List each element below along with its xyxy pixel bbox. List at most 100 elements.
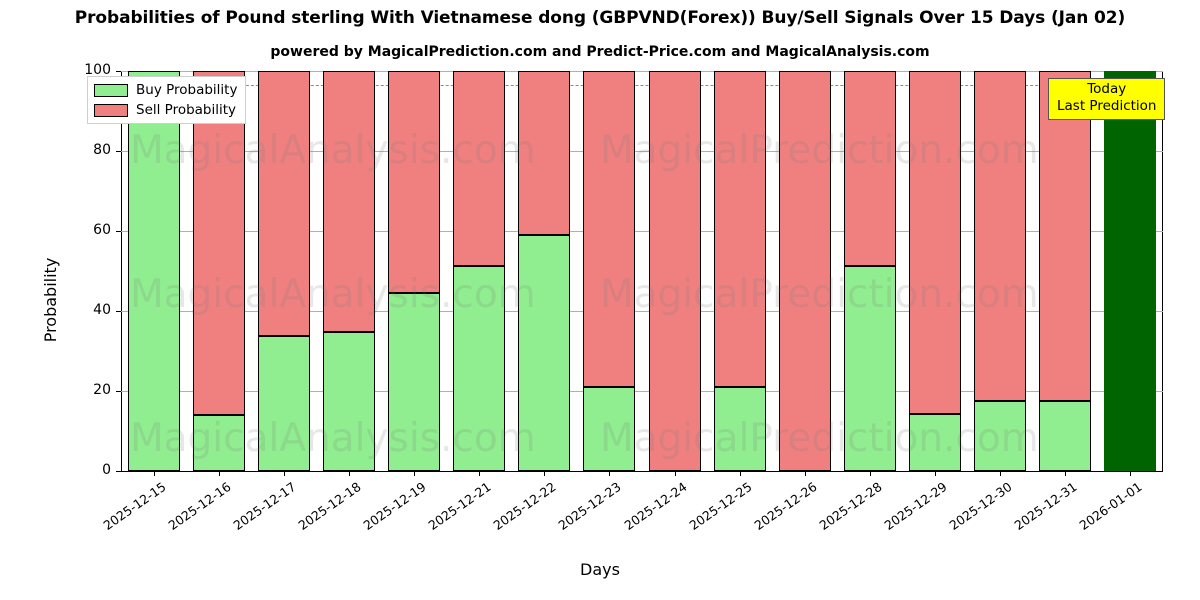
bar-segment-sell[interactable] xyxy=(909,71,962,414)
bar-2025-12-30[interactable] xyxy=(974,71,1027,471)
x-tick-label: 2025-12-31 xyxy=(1011,479,1080,533)
y-gridline xyxy=(121,231,1163,232)
bar-segment-sell[interactable] xyxy=(713,71,766,387)
bar-2025-12-23[interactable] xyxy=(583,71,636,471)
x-tick-label: 2025-12-24 xyxy=(621,479,690,533)
x-tick-mark xyxy=(479,471,480,476)
bar-2025-12-21[interactable] xyxy=(453,71,506,471)
bar-2025-12-22[interactable] xyxy=(518,71,571,471)
bar-segment-sell[interactable] xyxy=(974,71,1027,402)
y-tick-label: 80 xyxy=(93,142,111,158)
y-tick-label: 40 xyxy=(93,302,111,318)
y-gridline xyxy=(121,391,1163,392)
bar-segment-sell[interactable] xyxy=(388,71,441,293)
bar-segment-sell[interactable] xyxy=(1039,71,1092,402)
x-tick-mark xyxy=(935,471,936,476)
x-tick-mark xyxy=(349,471,350,476)
y-gridline xyxy=(121,151,1163,152)
x-tick-mark xyxy=(805,471,806,476)
bar-segment-buy[interactable] xyxy=(713,387,766,471)
x-tick-mark xyxy=(675,471,676,476)
axis-left xyxy=(121,71,122,471)
y-tick-mark xyxy=(116,391,121,392)
bar-segment-buy[interactable] xyxy=(257,336,310,471)
axis-bottom xyxy=(121,471,1163,472)
x-tick-mark xyxy=(740,471,741,476)
legend-item-sell: Sell Probability xyxy=(94,102,237,118)
bar-segment-buy[interactable] xyxy=(453,265,506,471)
x-tick-label: 2025-12-29 xyxy=(881,479,950,533)
x-tick-mark xyxy=(870,471,871,476)
x-tick-mark xyxy=(1000,471,1001,476)
bar-segment-sell[interactable] xyxy=(843,71,896,266)
x-tick-label: 2025-12-17 xyxy=(230,479,299,533)
bar-segment-buy[interactable] xyxy=(322,331,375,471)
bar-segment-sell[interactable] xyxy=(257,71,310,337)
x-axis-label: Days xyxy=(580,560,620,579)
bar-segment-buy[interactable] xyxy=(192,415,245,471)
today-annotation-line1: Today xyxy=(1087,81,1127,97)
x-tick-label: 2025-12-15 xyxy=(100,479,169,533)
x-tick-label: 2025-12-16 xyxy=(165,479,234,533)
bar-segment-buy[interactable] xyxy=(1039,401,1092,471)
today-annotation: Today Last Prediction xyxy=(1048,78,1166,120)
x-tick-label: 2026-01-01 xyxy=(1076,479,1146,533)
x-tick-label: 2025-12-19 xyxy=(360,479,429,533)
x-tick-mark xyxy=(544,471,545,476)
y-tick-mark xyxy=(116,311,121,312)
bar-2025-12-25[interactable] xyxy=(713,71,766,471)
x-tick-label: 2025-12-23 xyxy=(555,479,625,533)
y-gridline xyxy=(121,311,1163,312)
bar-segment-buy[interactable] xyxy=(909,413,962,471)
bar-2026-01-01[interactable] xyxy=(1104,71,1157,471)
y-tick-mark xyxy=(116,71,121,72)
plot-inner: 0 20 40 60 80 100 2025-12-15 2025-12-16 2025-12-… xyxy=(84,62,1163,533)
bar-2025-12-16[interactable] xyxy=(192,71,245,471)
x-tick-mark xyxy=(284,471,285,476)
y-axis-label: Probability xyxy=(40,257,60,343)
x-tick-label: 2025-12-18 xyxy=(295,479,364,533)
legend-label-sell: Sell Probability xyxy=(136,102,237,118)
bar-2025-12-31[interactable] xyxy=(1039,71,1092,471)
bar-2025-12-19[interactable] xyxy=(388,71,441,471)
legend-label-buy: Buy Probability xyxy=(136,82,238,98)
x-tick-label: 2025-12-25 xyxy=(686,479,755,533)
y-tick-label: 20 xyxy=(93,382,111,398)
y-tick-label: 60 xyxy=(93,222,111,238)
bar-segment-sell[interactable] xyxy=(453,71,506,266)
bar-segment-sell[interactable] xyxy=(778,71,831,471)
bar-segment-sell[interactable] xyxy=(192,71,245,415)
x-tick-mark xyxy=(219,471,220,476)
bar-2025-12-15[interactable] xyxy=(127,71,180,471)
x-tick-label: 2025-12-26 xyxy=(751,479,820,533)
plot-area: 0 20 40 60 80 100 2025-12-15 2025-12-16 2025-12-… xyxy=(84,62,1163,533)
bar-2025-12-29[interactable] xyxy=(909,71,962,471)
bar-2025-12-28[interactable] xyxy=(843,71,896,471)
bar-2025-12-18[interactable] xyxy=(322,71,375,471)
bar-segment-buy[interactable] xyxy=(843,265,896,471)
bar-segment-buy[interactable] xyxy=(974,401,1027,471)
y-tick-label: 100 xyxy=(84,62,111,78)
legend-swatch-sell xyxy=(94,103,128,117)
bar-2025-12-24[interactable] xyxy=(648,71,701,471)
bar-segment-buy[interactable] xyxy=(518,235,571,471)
x-tick-label: 2025-12-22 xyxy=(490,479,559,533)
x-tick-label: 2025-12-28 xyxy=(816,479,885,533)
reference-dashed-line xyxy=(121,85,1163,86)
bar-segment-sell[interactable] xyxy=(322,71,375,332)
bar-segment-buy[interactable] xyxy=(388,293,441,471)
x-tick-mark xyxy=(154,471,155,476)
x-tick-mark xyxy=(609,471,610,476)
bar-2025-12-26[interactable] xyxy=(778,71,831,471)
bar-segment-sell[interactable] xyxy=(648,71,701,471)
bar-2025-12-17[interactable] xyxy=(257,71,310,471)
y-tick-mark xyxy=(116,231,121,232)
bar-segment-sell[interactable] xyxy=(583,71,636,387)
bar-segment-today[interactable] xyxy=(1104,71,1157,471)
bar-segment-buy[interactable] xyxy=(127,71,180,471)
x-tick-label: 2025-12-30 xyxy=(946,479,1015,533)
bar-segment-buy[interactable] xyxy=(583,387,636,471)
y-tick-label: 0 xyxy=(102,462,111,478)
bar-segment-sell[interactable] xyxy=(518,71,571,235)
